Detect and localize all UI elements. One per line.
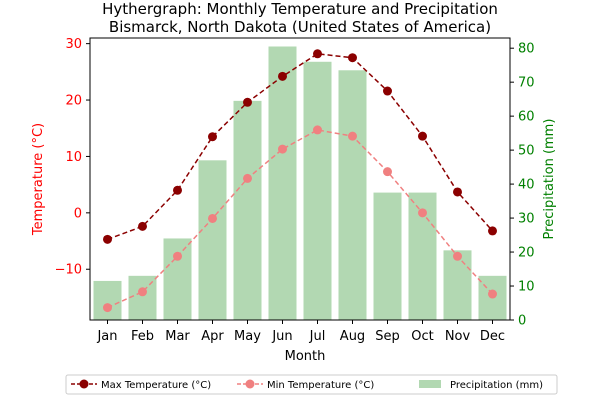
- min-temp-point-jan: [103, 303, 112, 313]
- temp-tick-label: 0: [74, 206, 82, 221]
- precipitation-axis: 0 10 20 30 40 50 60 70 80: [510, 42, 535, 329]
- left-axis-label: Temperature (°C): [31, 123, 46, 236]
- month-tick-label: Jun: [271, 329, 292, 344]
- min-temp-point-feb: [138, 287, 147, 297]
- month-tick-label: Aug: [340, 329, 365, 344]
- precip-bar-jul: [303, 61, 332, 320]
- legend-max-temp-label: Max Temperature (°C): [101, 380, 211, 391]
- precipitation-bars: [93, 46, 507, 321]
- temperature-lines: [103, 49, 497, 313]
- min-temp-point-apr: [208, 213, 217, 223]
- month-axis: Jan Feb Mar Apr May Jun Jul Aug Sep Oct Nov Dec: [96, 320, 505, 344]
- precip-bar-jan: [93, 280, 122, 320]
- legend-min-temp-marker: [245, 379, 255, 389]
- precip-bar-mar: [163, 238, 192, 320]
- x-axis-label: Month: [285, 349, 326, 364]
- precip-bar-aug: [338, 70, 367, 321]
- precip-tick-label: 20: [518, 246, 535, 261]
- month-tick-label: Apr: [201, 329, 224, 344]
- legend-frame: [65, 374, 558, 395]
- legend-precip-label: Precipitation (mm): [450, 380, 543, 391]
- min-temp-point-mar: [173, 251, 182, 261]
- max-temp-point-apr: [208, 132, 217, 142]
- legend: Max Temperature (°C) Min Temperature (°C…: [65, 374, 558, 395]
- max-temp-point-oct: [418, 131, 427, 141]
- temp-tick-label: 10: [65, 150, 82, 165]
- month-tick-label: Oct: [411, 329, 433, 344]
- precip-bar-jun: [268, 46, 297, 320]
- month-tick-label: Dec: [480, 329, 505, 344]
- min-temp-point-dec: [488, 289, 497, 299]
- precip-tick-label: 0: [518, 314, 526, 329]
- min-temp-point-jul: [313, 125, 322, 135]
- chart-title-line-1: Hythergraph: Monthly Temperature and Pre…: [102, 0, 498, 18]
- temp-tick-label: 20: [65, 94, 82, 109]
- precip-tick-label: 10: [518, 280, 535, 295]
- min-temp-point-jun: [278, 144, 287, 154]
- max-temp-line: [107, 53, 494, 241]
- max-temp-point-dec: [488, 226, 497, 236]
- precip-tick-label: 60: [518, 110, 535, 125]
- legend-precip-swatch: [419, 380, 441, 388]
- month-tick-label: Feb: [131, 329, 154, 344]
- plot-frame: [89, 37, 511, 321]
- min-temp-point-oct: [418, 208, 427, 218]
- max-temp-point-mar: [173, 185, 182, 195]
- precip-tick-label: 40: [518, 178, 535, 193]
- month-tick-label: Mar: [165, 329, 190, 344]
- max-temp-point-may: [243, 97, 252, 107]
- month-tick-label: Jul: [309, 329, 326, 344]
- precip-tick-label: 70: [518, 76, 535, 91]
- min-temp-point-nov: [453, 251, 462, 261]
- temperature-axis: −10 0 10 20 30: [55, 37, 90, 278]
- min-temp-point-aug: [348, 131, 357, 141]
- max-temp-point-jan: [103, 234, 112, 244]
- precip-bar-sep: [373, 192, 402, 320]
- legend-min-temp-label: Min Temperature (°C): [267, 380, 374, 391]
- precip-bar-apr: [198, 160, 227, 320]
- min-temp-point-sep: [383, 167, 392, 177]
- precip-tick-label: 50: [518, 144, 535, 159]
- max-temp-point-jul: [313, 49, 322, 59]
- month-tick-label: Jan: [96, 329, 117, 344]
- max-temp-point-feb: [138, 221, 147, 231]
- month-tick-label: Nov: [445, 329, 471, 344]
- precip-bar-may: [233, 100, 262, 320]
- right-axis-label: Precipitation (mm): [542, 119, 557, 240]
- min-temp-point-may: [243, 173, 252, 183]
- max-temp-point-jun: [278, 71, 287, 81]
- precip-tick-label: 30: [518, 212, 535, 227]
- chart-title-line-2: Bismarck, North Dakota (United States of…: [109, 18, 491, 36]
- min-temp-line: [107, 129, 494, 309]
- max-temp-point-nov: [453, 187, 462, 197]
- month-tick-label: Sep: [375, 329, 400, 344]
- month-tick-label: May: [234, 329, 261, 344]
- precip-tick-label: 80: [518, 42, 535, 57]
- temp-tick-label: 30: [65, 37, 82, 52]
- max-temp-point-sep: [383, 86, 392, 96]
- precip-bar-nov: [443, 250, 472, 320]
- legend-max-temp-marker: [79, 379, 89, 389]
- temp-tick-label: −10: [55, 263, 82, 278]
- max-temp-point-aug: [348, 53, 357, 63]
